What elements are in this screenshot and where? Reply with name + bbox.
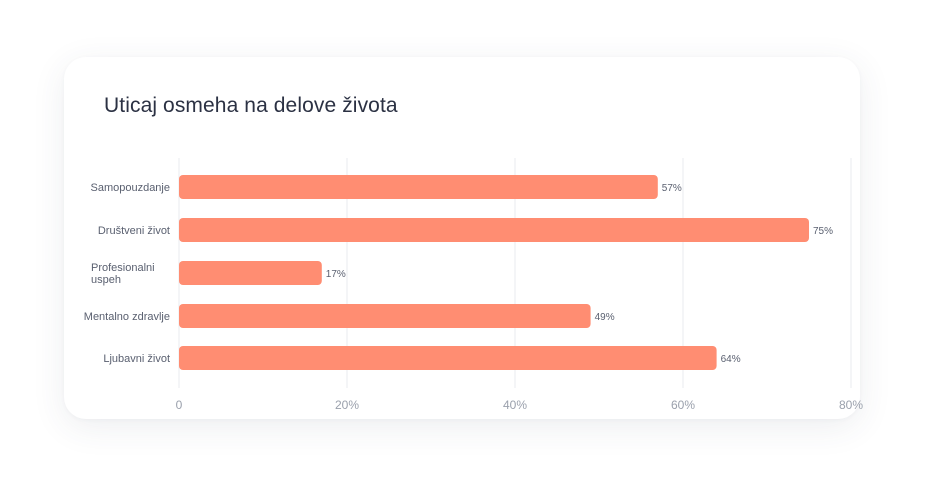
- bar: [179, 261, 322, 285]
- category-label: uspeh: [91, 274, 121, 286]
- category-label: Društveni život: [98, 225, 170, 237]
- chart-title: Uticaj osmeha na delove života: [104, 94, 398, 117]
- data-label: 57%: [662, 183, 682, 194]
- data-label: 17%: [326, 269, 346, 280]
- category-label: Mentalno zdravlje: [84, 311, 170, 323]
- bar: [179, 304, 591, 328]
- bar: [179, 346, 717, 370]
- category-label: Ljubavni život: [103, 353, 170, 365]
- x-tick-label: 20%: [335, 398, 359, 412]
- data-label: 49%: [595, 312, 615, 323]
- x-tick-label: 60%: [671, 398, 695, 412]
- bar: [179, 218, 809, 242]
- data-label: 64%: [721, 354, 741, 365]
- category-label: Samopouzdanje: [90, 182, 170, 194]
- data-label: 75%: [813, 226, 833, 237]
- category-label: Profesionalni: [91, 262, 155, 274]
- x-tick-label: 0: [176, 398, 183, 412]
- x-tick-label: 40%: [503, 398, 527, 412]
- x-tick-label: 80%: [839, 398, 863, 412]
- bar: [179, 175, 658, 199]
